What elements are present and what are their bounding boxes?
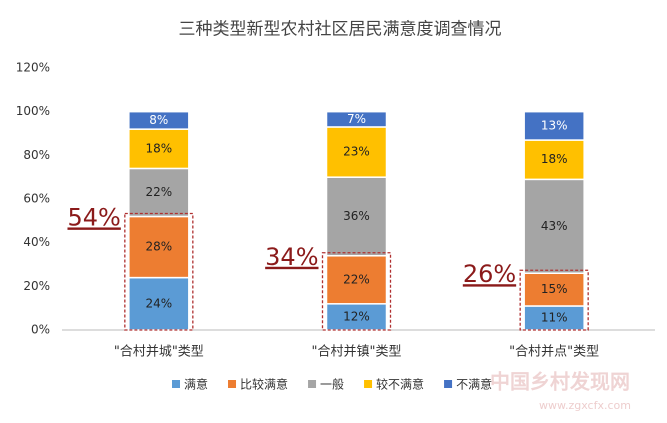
chart-title: 三种类型新型农村社区居民满意度调查情况 (179, 20, 502, 40)
bar-segment (523, 139, 585, 181)
bar-segment (523, 272, 585, 307)
y-tick-label: 100% (16, 104, 50, 118)
data-label: 13% (541, 118, 568, 132)
data-label: 43% (541, 219, 568, 233)
bar-segment (128, 110, 190, 130)
data-label: 18% (145, 141, 172, 155)
legend-label: 较不满意 (376, 377, 424, 392)
data-label: 28% (145, 240, 172, 254)
data-label: 18% (541, 152, 568, 166)
legend-swatch (364, 380, 373, 388)
data-label: 7% (347, 112, 366, 126)
legend-swatch (444, 380, 453, 388)
legend-swatch (172, 380, 180, 388)
bar-segment (128, 128, 190, 170)
legend-label: 一般 (320, 377, 344, 392)
bar-segment (523, 178, 585, 274)
legend-label: 比较满意 (240, 377, 288, 392)
data-label: 15% (541, 282, 568, 296)
watermark: 中国乡村发现网 (490, 370, 630, 394)
highlight-box (124, 212, 194, 331)
bar-segment (325, 303, 388, 331)
data-label: 24% (145, 296, 172, 310)
y-tick-label: 40% (23, 235, 50, 249)
bar-segment (325, 110, 388, 128)
watermark-url: www.zgxcfx.com (539, 399, 631, 412)
bar-segment (128, 215, 190, 279)
x-tick-label: "合村并点"类型 (509, 345, 599, 360)
data-label: 12% (343, 309, 370, 323)
bar-segment (128, 276, 190, 331)
legend-label: 不满意 (456, 377, 492, 392)
annotation: 26% (463, 260, 516, 288)
y-tick-label: 0% (31, 323, 50, 337)
legend-swatch (228, 380, 237, 388)
y-tick-label: 80% (23, 148, 50, 162)
data-label: 8% (149, 113, 168, 127)
annotation: 34% (265, 243, 318, 271)
data-label: 22% (343, 272, 370, 286)
bar-segment (325, 176, 388, 257)
data-label: 23% (343, 145, 370, 159)
y-tick-label: 120% (16, 61, 50, 75)
highlight-box (519, 269, 589, 331)
legend-label: 满意 (184, 377, 208, 392)
highlight-box (321, 252, 392, 331)
y-tick-label: 60% (23, 192, 50, 206)
annotation: 54% (67, 203, 120, 231)
data-label: 36% (343, 209, 370, 223)
x-tick-label: "合村并镇"类型 (312, 345, 402, 360)
legend-swatch (308, 380, 317, 388)
x-tick-label: "合村并城"类型 (114, 345, 204, 360)
y-tick-label: 20% (23, 279, 50, 293)
data-label: 22% (145, 185, 172, 199)
bar-segment (523, 110, 585, 141)
data-label: 11% (541, 310, 568, 324)
